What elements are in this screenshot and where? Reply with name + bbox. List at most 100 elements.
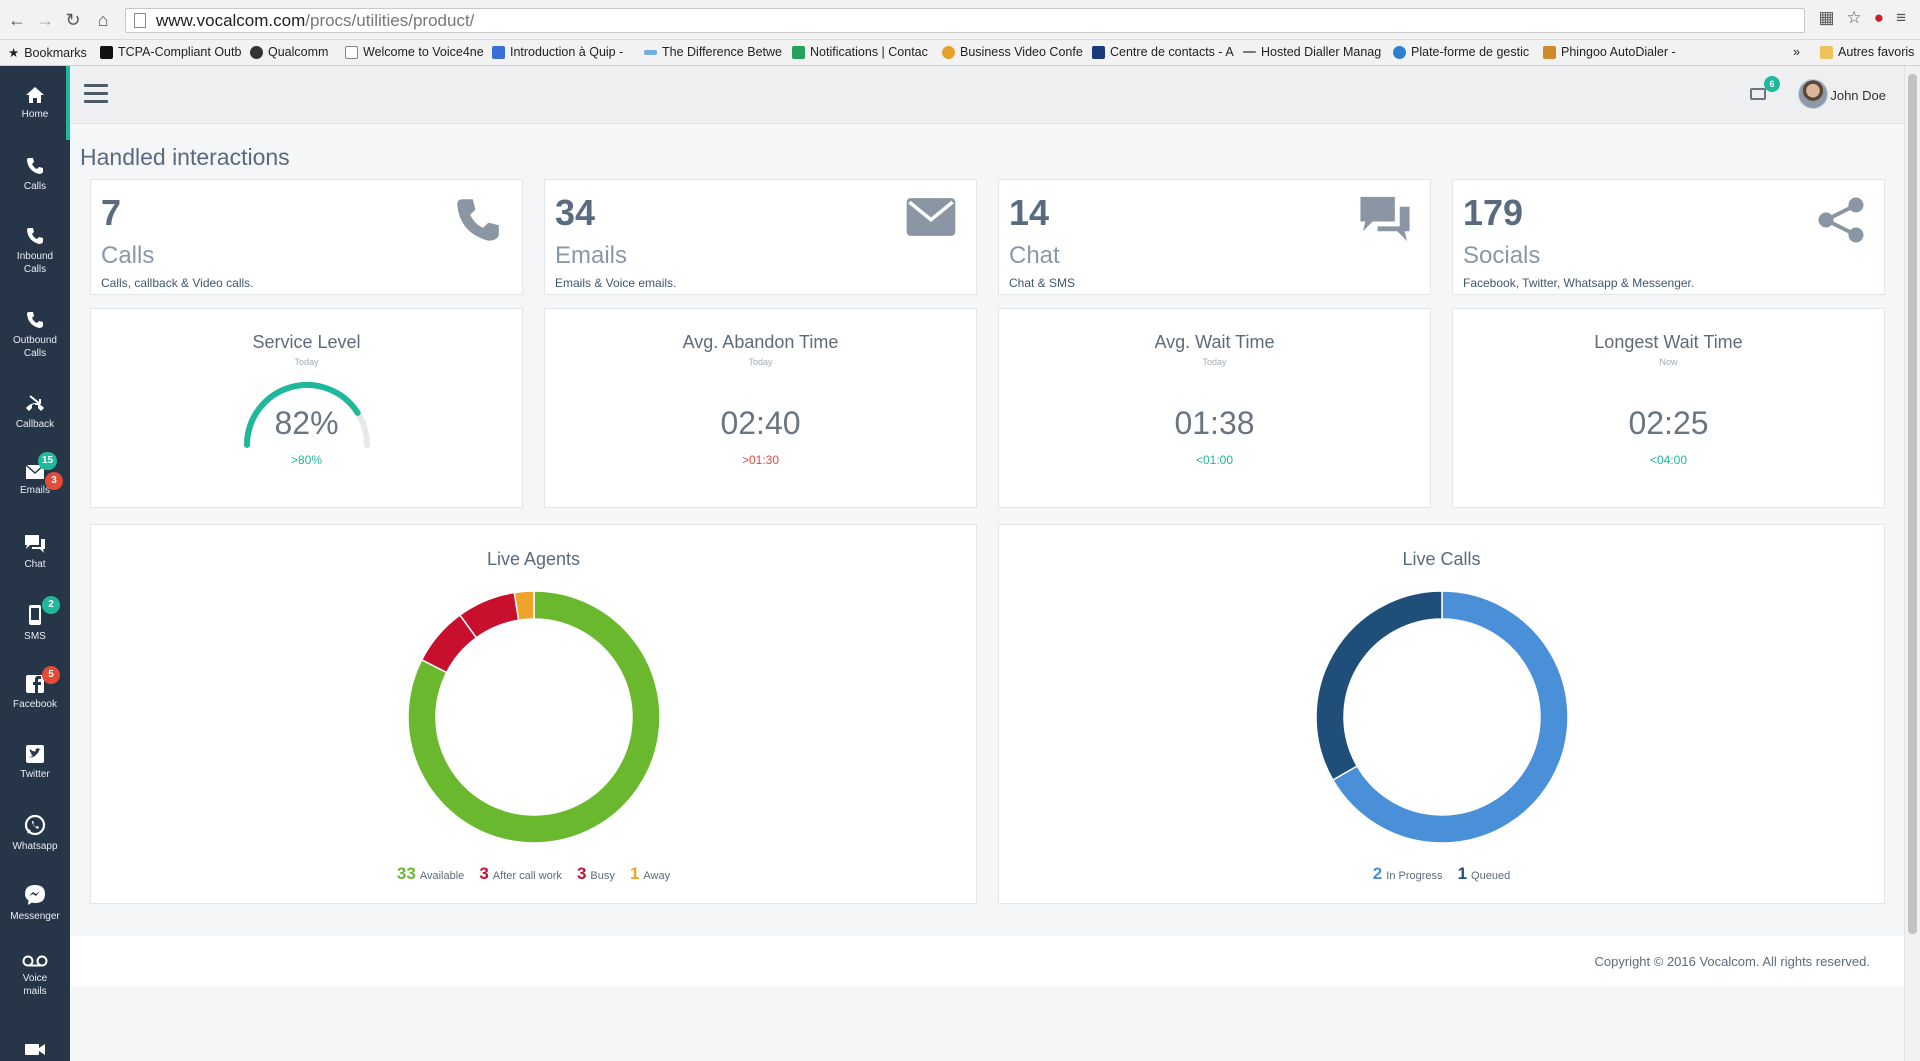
- sidebar-item-label: Facebook: [13, 699, 57, 710]
- bookmark-item[interactable]: Business Video Confe: [942, 45, 1083, 59]
- slice-available[interactable]: [407, 590, 661, 844]
- home-icon: [26, 87, 44, 103]
- slice-in-progress[interactable]: [1331, 590, 1569, 844]
- bookmark-item[interactable]: ★ Bookmarks: [8, 45, 87, 61]
- star-icon[interactable]: ☆: [1846, 8, 1862, 27]
- bookmarks-bar: ★ Bookmarks TCPA-Compliant Outb Qualcomm …: [0, 40, 1920, 66]
- chart-legend: 2 In Progress 1 Queued: [999, 864, 1884, 884]
- emails-unread-badge: 15: [38, 452, 58, 470]
- sidebar-item-outbound-calls[interactable]: Outbound Calls: [0, 310, 70, 360]
- kpi-title: Longest Wait Time: [1594, 332, 1743, 352]
- sidebar-item-calls[interactable]: Calls: [0, 156, 70, 193]
- pinterest-icon[interactable]: ●: [1873, 8, 1885, 27]
- sidebar-item-label: Voice mails: [22, 973, 48, 997]
- legend-item-available[interactable]: 33 Available: [397, 864, 464, 884]
- stat-card-calls[interactable]: 7 Calls Calls, callback & Video calls.: [90, 179, 523, 295]
- sidebar-item-whatsapp[interactable]: Whatsapp: [0, 814, 70, 853]
- sidebar-item-inbound-calls[interactable]: Inbound Calls: [0, 226, 70, 276]
- stat-card-emails[interactable]: 34 Emails Emails & Voice emails.: [544, 179, 977, 295]
- stat-description: Facebook, Twitter, Whatsapp & Messenger.: [1463, 276, 1695, 290]
- sidebar-item-callback[interactable]: Callback: [0, 394, 70, 431]
- sidebar-item-label: Calls: [23, 181, 47, 192]
- legend-label: Busy: [590, 870, 615, 882]
- sidebar-item-label: Home: [21, 109, 49, 120]
- slice-away[interactable]: [513, 590, 535, 622]
- kpi-card-longest-wait[interactable]: Longest Wait Time Now 02:25 <04:00: [1452, 308, 1885, 508]
- bookmark-item[interactable]: The Difference Betwe: [644, 45, 782, 59]
- kpi-card-wait-time[interactable]: Avg. Wait Time Today 01:38 <01:00: [998, 308, 1431, 508]
- kpi-card-service-level[interactable]: Service Level Today 82% >80%: [90, 308, 523, 508]
- home-icon[interactable]: ⌂: [97, 10, 109, 30]
- footer: Copyright © 2016 Vocalcom. All rights re…: [70, 936, 1904, 986]
- sidebar-item-label: Callback: [15, 419, 55, 430]
- legend-value: 2: [1372, 864, 1383, 883]
- sidebar-item-chat[interactable]: Chat: [0, 534, 70, 571]
- url-host: www.vocalcom.com: [156, 11, 306, 30]
- sidebar-item-home[interactable]: Home: [0, 86, 70, 121]
- legend-label: Queued: [1471, 870, 1511, 882]
- bookmark-item[interactable]: Hosted Dialler Manag: [1243, 45, 1381, 59]
- callback-icon: [26, 395, 44, 411]
- kpi-title: Avg. Abandon Time: [682, 332, 839, 352]
- legend-item-after-call-work[interactable]: 3 After call work: [479, 864, 562, 884]
- kpi-card-abandon-time[interactable]: Avg. Abandon Time Today 02:40 >01:30: [544, 308, 977, 508]
- sidebar-item-voice-mails[interactable]: Voice mails: [0, 954, 70, 998]
- kpi-period: Now: [1659, 357, 1678, 367]
- bookmark-item[interactable]: TCPA-Compliant Outb: [100, 45, 241, 59]
- scrollbar-thumb[interactable]: [1908, 74, 1917, 934]
- menu-icon[interactable]: ≡: [1896, 8, 1906, 27]
- chart-title: Live Agents: [486, 549, 581, 569]
- sidebar-item-label: Chat: [24, 559, 46, 570]
- legend-value: 33: [396, 864, 416, 883]
- address-bar[interactable]: www.vocalcom.com/procs/utilities/product…: [125, 8, 1805, 33]
- stat-card-socials[interactable]: 179 Socials Facebook, Twitter, Whatsapp …: [1452, 179, 1885, 295]
- messenger-icon: [25, 885, 45, 905]
- back-arrow-icon[interactable]: ←: [8, 10, 26, 30]
- forward-arrow-icon[interactable]: →: [36, 10, 54, 30]
- favicon-icon: [1543, 45, 1556, 59]
- legend-item-busy[interactable]: 3 Busy: [577, 864, 615, 884]
- service-level-gauge: [244, 382, 370, 448]
- chart-legend: 33 Available 3 After call work 3 Busy 1 Away: [91, 864, 976, 884]
- legend-value: 1: [629, 864, 640, 883]
- hamburger-menu-icon[interactable]: [84, 84, 108, 104]
- mobile-phone-icon: [29, 605, 41, 625]
- sidebar-item-twitter[interactable]: Twitter: [0, 744, 70, 781]
- avatar[interactable]: [1798, 79, 1828, 109]
- bookmark-item[interactable]: Qualcomm: [250, 45, 328, 59]
- sidebar-item-messenger[interactable]: Messenger: [0, 884, 70, 923]
- kpi-period: Today: [748, 357, 773, 367]
- stat-description: Chat & SMS: [1009, 276, 1076, 290]
- bookmark-item[interactable]: Phingoo AutoDialer -: [1543, 45, 1676, 59]
- bookmark-item[interactable]: Introduction à Quip -: [492, 45, 623, 59]
- sidebar-item-emails[interactable]: Emails 15 3: [0, 452, 70, 497]
- stat-number: 179: [1463, 192, 1524, 233]
- sidebar-item-video[interactable]: [0, 1042, 70, 1060]
- favicon-icon: [644, 49, 657, 55]
- stat-card-chat[interactable]: 14 Chat Chat & SMS: [998, 179, 1431, 295]
- sidebar-item-sms[interactable]: SMS 2: [0, 596, 70, 643]
- bookmark-item[interactable]: Centre de contacts - A: [1092, 45, 1234, 59]
- whatsapp-icon: [24, 814, 46, 836]
- scrollbar[interactable]: [1904, 66, 1920, 1061]
- bookmark-item[interactable]: Welcome to Voice4ne: [345, 45, 484, 59]
- legend-item-queued[interactable]: 1 Queued: [1458, 864, 1511, 884]
- facebook-icon: [26, 675, 44, 693]
- bookmark-item[interactable]: Notifications | Contac: [792, 45, 928, 59]
- legend-item-away[interactable]: 1 Away: [630, 864, 670, 884]
- stat-number: 14: [1009, 192, 1050, 233]
- mail-icon[interactable]: [1750, 88, 1766, 100]
- bookmarks-overflow-chevron-icon[interactable]: »: [1793, 45, 1800, 59]
- quip-icon: [492, 45, 505, 59]
- bookmark-item[interactable]: Plate-forme de gestic: [1393, 45, 1529, 59]
- slice-queued[interactable]: [1315, 590, 1443, 782]
- facebook-badge: 5: [42, 666, 60, 684]
- other-bookmarks[interactable]: Autres favoris: [1820, 45, 1914, 59]
- legend-item-in-progress[interactable]: 2 In Progress: [1373, 864, 1443, 884]
- user-name[interactable]: John Doe: [1830, 88, 1886, 103]
- phone-icon: [27, 228, 43, 244]
- translate-icon[interactable]: ▦: [1818, 8, 1835, 27]
- stat-label: Emails: [555, 242, 628, 269]
- reload-icon[interactable]: ↻: [65, 10, 81, 30]
- sidebar-item-facebook[interactable]: Facebook 5: [0, 666, 70, 711]
